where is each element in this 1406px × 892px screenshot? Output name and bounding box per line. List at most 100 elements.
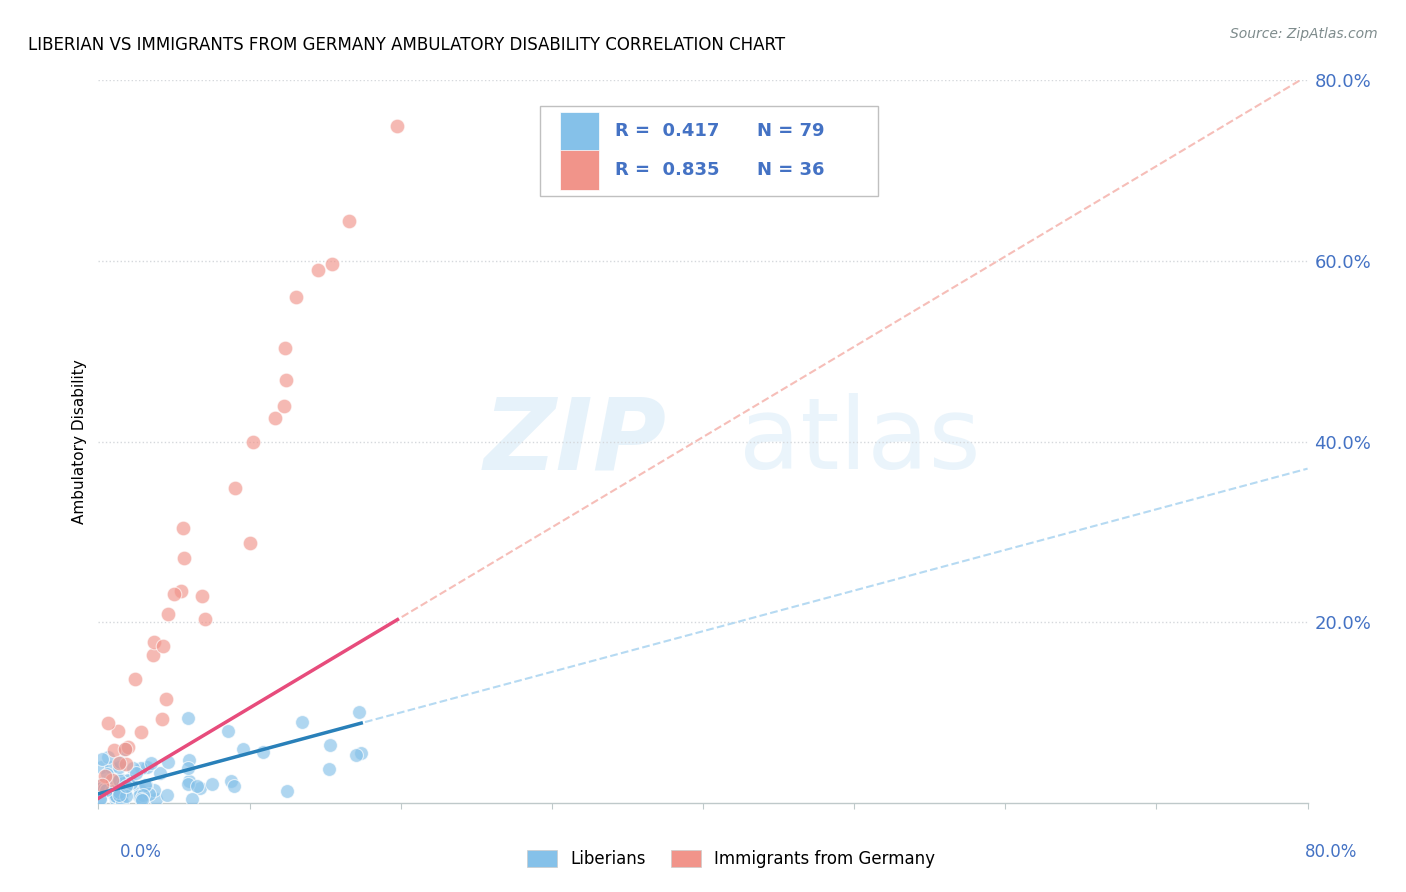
- Bar: [561, 150, 599, 190]
- Point: [173, 550, 195, 565]
- Point: [186, 779, 208, 793]
- Point: [111, 776, 134, 790]
- Point: [142, 648, 165, 663]
- Point: [134, 778, 156, 792]
- Text: LIBERIAN VS IMMIGRANTS FROM GERMANY AMBULATORY DISABILITY CORRELATION CHART: LIBERIAN VS IMMIGRANTS FROM GERMANY AMBU…: [28, 36, 785, 54]
- Point: [224, 779, 246, 793]
- Point: [149, 765, 172, 780]
- Point: [128, 789, 150, 804]
- Point: [176, 777, 198, 791]
- Point: [101, 786, 124, 800]
- Point: [188, 780, 211, 795]
- Point: [108, 759, 131, 773]
- Point: [150, 712, 173, 726]
- Text: 80.0%: 80.0%: [1305, 843, 1357, 861]
- Point: [276, 373, 298, 387]
- Point: [201, 777, 224, 791]
- Point: [96, 781, 118, 796]
- Text: R =  0.417: R = 0.417: [614, 122, 718, 140]
- Point: [152, 640, 174, 654]
- Point: [224, 482, 246, 496]
- Point: [163, 587, 186, 601]
- Point: [105, 775, 128, 789]
- Point: [321, 257, 343, 271]
- Point: [90, 760, 112, 774]
- Point: [252, 745, 274, 759]
- Point: [114, 742, 136, 756]
- Point: [177, 761, 200, 775]
- Point: [129, 791, 152, 805]
- Point: [94, 769, 117, 783]
- Point: [100, 784, 122, 798]
- Point: [176, 710, 198, 724]
- Point: [91, 752, 114, 766]
- Point: [110, 780, 132, 794]
- Point: [387, 119, 409, 133]
- Point: [89, 792, 111, 806]
- Point: [111, 787, 134, 801]
- Point: [307, 263, 329, 277]
- Point: [103, 742, 125, 756]
- Point: [97, 749, 120, 764]
- Point: [107, 789, 129, 803]
- Point: [108, 756, 131, 770]
- Point: [194, 612, 217, 626]
- Point: [157, 755, 180, 769]
- Point: [111, 795, 134, 809]
- Point: [170, 584, 193, 599]
- Point: [105, 792, 128, 806]
- Point: [347, 705, 370, 719]
- Point: [344, 748, 367, 763]
- Point: [98, 784, 121, 798]
- Point: [276, 784, 298, 798]
- Point: [319, 738, 342, 752]
- Point: [100, 760, 122, 774]
- Text: R =  0.835: R = 0.835: [614, 161, 720, 178]
- Point: [135, 778, 157, 792]
- Point: [239, 536, 262, 550]
- Text: N = 79: N = 79: [758, 122, 825, 140]
- Point: [285, 290, 308, 304]
- Point: [104, 789, 127, 803]
- Text: ZIP: ZIP: [484, 393, 666, 490]
- Point: [273, 399, 295, 413]
- Point: [191, 589, 214, 603]
- Point: [97, 715, 120, 730]
- Text: atlas: atlas: [740, 393, 981, 490]
- Point: [232, 741, 254, 756]
- Point: [138, 788, 160, 802]
- Point: [172, 521, 194, 535]
- Point: [101, 772, 124, 787]
- Point: [117, 739, 139, 754]
- Point: [104, 789, 127, 803]
- Point: [108, 785, 131, 799]
- Point: [350, 746, 373, 760]
- FancyBboxPatch shape: [540, 105, 879, 196]
- Y-axis label: Ambulatory Disability: Ambulatory Disability: [72, 359, 87, 524]
- Point: [124, 673, 146, 687]
- Point: [115, 778, 138, 792]
- Point: [112, 780, 135, 795]
- Point: [90, 777, 112, 791]
- Point: [291, 715, 314, 730]
- Point: [217, 724, 239, 739]
- Point: [115, 780, 138, 794]
- Point: [180, 792, 202, 806]
- Point: [156, 607, 179, 621]
- Point: [129, 783, 152, 797]
- Point: [337, 214, 360, 228]
- Point: [107, 773, 129, 788]
- Bar: [561, 112, 599, 152]
- Point: [143, 635, 166, 649]
- Point: [114, 742, 136, 756]
- Point: [115, 756, 138, 771]
- Point: [96, 767, 118, 781]
- Point: [108, 756, 131, 770]
- Point: [179, 774, 201, 789]
- Point: [110, 789, 132, 803]
- Point: [129, 725, 152, 739]
- Text: 0.0%: 0.0%: [120, 843, 162, 861]
- Point: [136, 760, 159, 774]
- Point: [117, 772, 139, 787]
- Point: [94, 782, 117, 797]
